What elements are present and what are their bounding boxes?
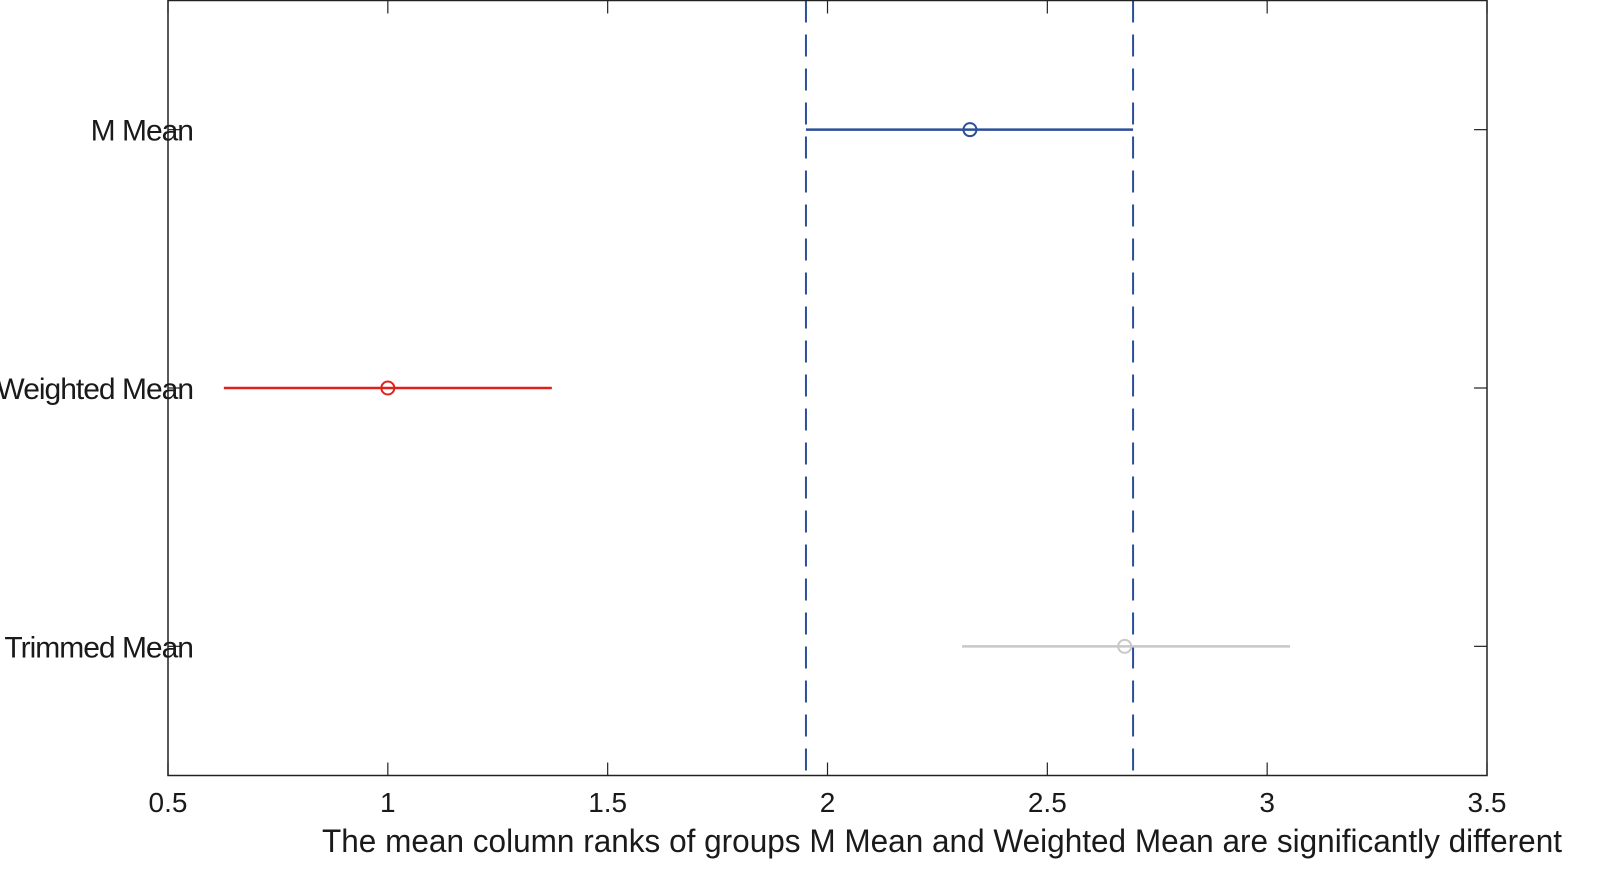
- y-tick-label: M Mean: [91, 115, 193, 148]
- x-tick-label: 1.5: [588, 787, 627, 818]
- x-axis-label: The mean column ranks of groups M Mean a…: [322, 823, 1562, 859]
- x-tick-label: 2: [820, 787, 836, 818]
- x-tick-label: 3: [1259, 787, 1275, 818]
- x-tick-label: 1: [380, 787, 396, 818]
- x-tick-label: 0.5: [149, 787, 188, 818]
- estimate-marker: [1117, 638, 1133, 654]
- estimate-marker: [962, 122, 978, 138]
- y-tick-label: Trimmed Mean: [4, 631, 193, 664]
- x-tick-label: 3.5: [1468, 787, 1507, 818]
- y-tick-label: Weighted Mean: [0, 373, 193, 406]
- x-tick-label: 2.5: [1028, 787, 1067, 818]
- estimate-marker: [380, 380, 396, 396]
